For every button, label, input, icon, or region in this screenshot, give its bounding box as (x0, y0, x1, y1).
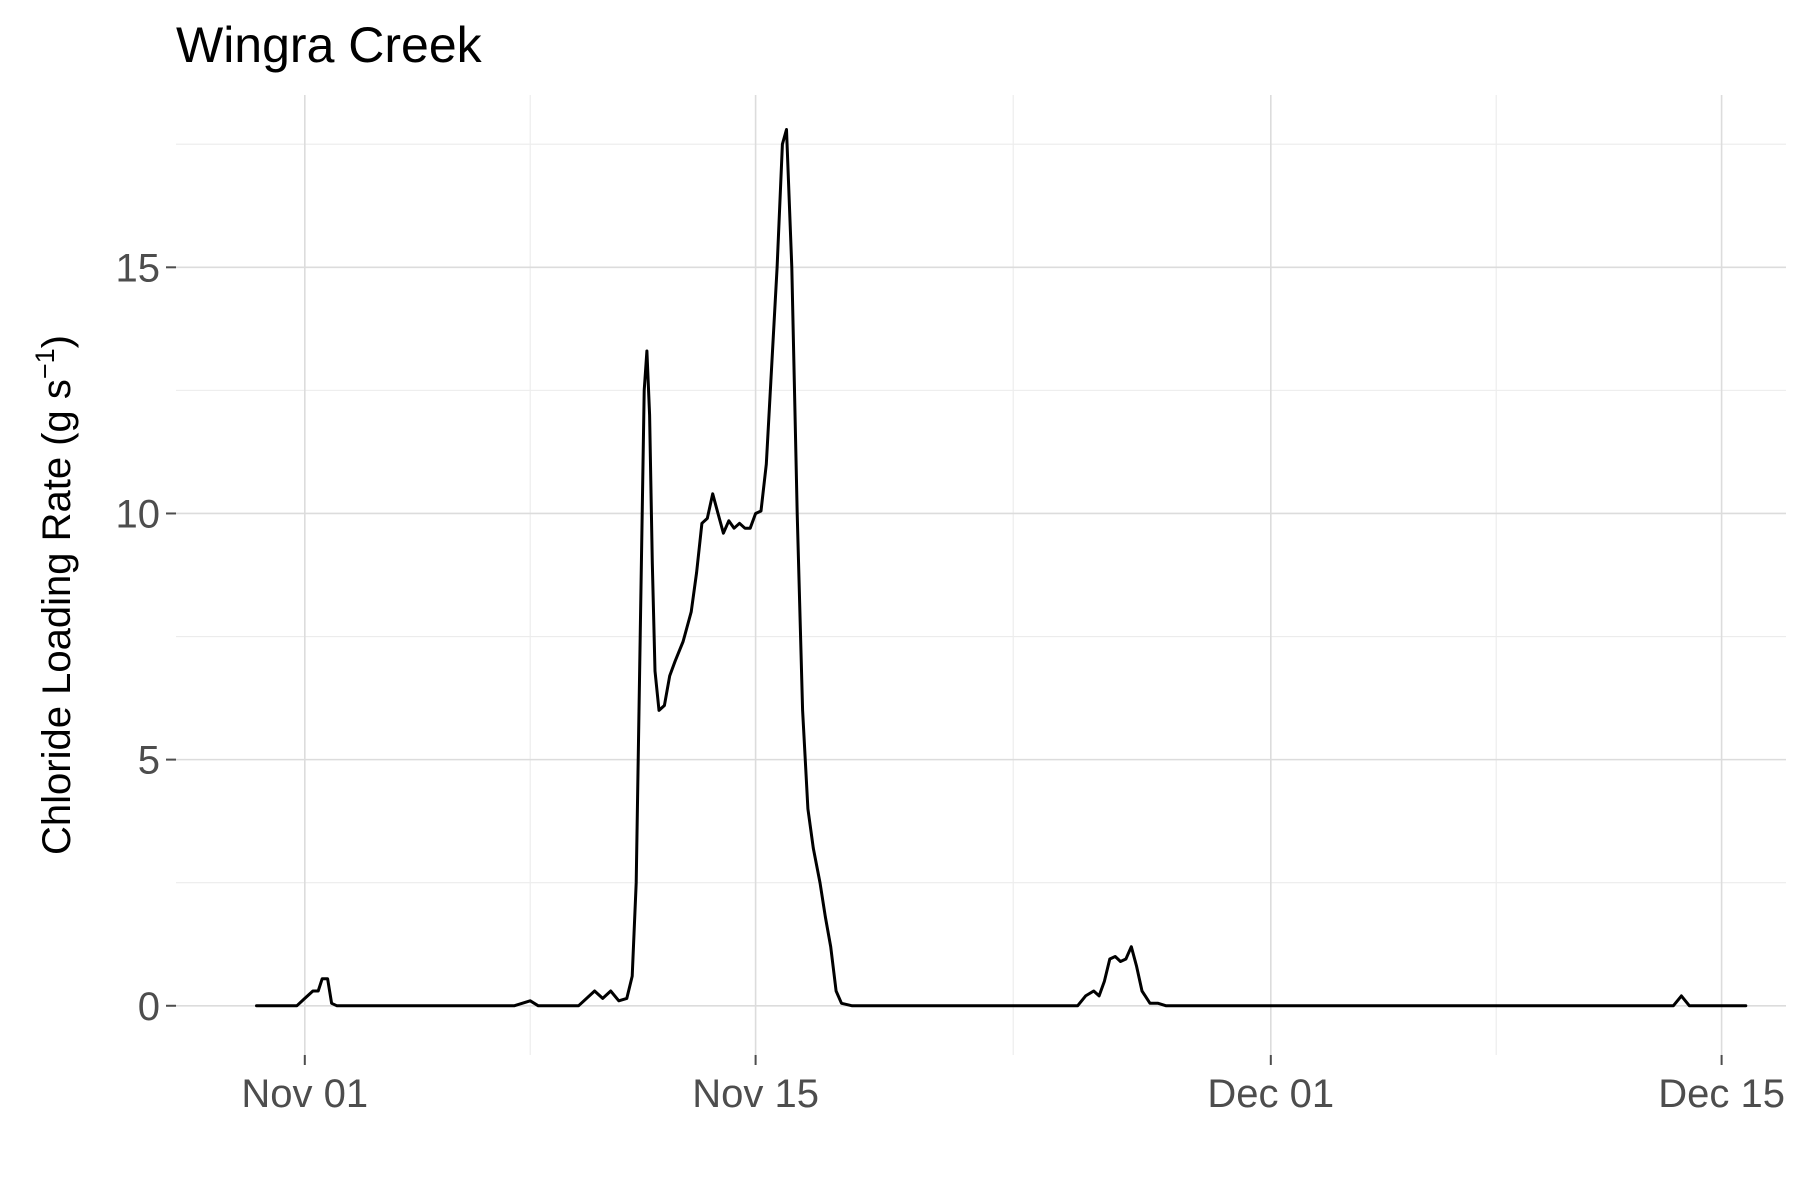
minor-grid (176, 95, 1786, 1055)
series-layer (255, 128, 1748, 1008)
y-axis-label: Chloride Loading Rate (g s−1) (30, 335, 79, 855)
major-grid (176, 95, 1786, 1055)
y-axis-label-main: Chloride Loading Rate (g s (35, 379, 79, 855)
x-tick-label: Nov 01 (241, 1072, 368, 1116)
y-tick-label: 10 (116, 492, 161, 536)
x-tick-label: Dec 01 (1207, 1072, 1334, 1116)
y-axis-label-suffix: ) (35, 335, 79, 348)
y-axis: 0 5 10 15 (116, 246, 176, 1029)
y-tick-label: 15 (116, 246, 161, 290)
chart-title: Wingra Creek (176, 17, 483, 73)
series-line-chloride (255, 128, 1748, 1008)
x-tick-label: Nov 15 (692, 1072, 819, 1116)
x-tick-label: Dec 15 (1658, 1072, 1785, 1116)
y-tick-label: 0 (138, 985, 160, 1029)
y-tick-label: 5 (138, 739, 160, 783)
y-axis-label-superscript: −1 (30, 348, 60, 379)
x-axis: Nov 01 Nov 15 Dec 01 Dec 15 (241, 1055, 1785, 1116)
